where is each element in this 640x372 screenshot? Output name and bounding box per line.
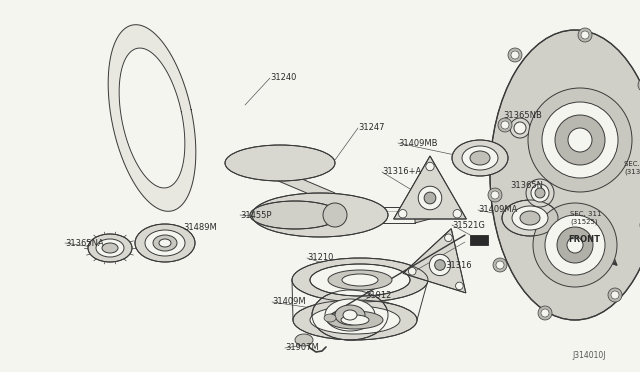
Ellipse shape (327, 311, 383, 329)
Ellipse shape (502, 200, 558, 236)
Ellipse shape (429, 254, 451, 276)
Ellipse shape (470, 151, 490, 165)
Ellipse shape (462, 146, 498, 170)
Polygon shape (108, 25, 196, 211)
Ellipse shape (528, 88, 632, 192)
Ellipse shape (490, 30, 640, 320)
Ellipse shape (512, 206, 548, 230)
Bar (470, 235, 488, 245)
Ellipse shape (102, 243, 118, 253)
Text: 31455P: 31455P (240, 211, 271, 219)
Ellipse shape (453, 209, 461, 218)
Text: 31316: 31316 (445, 260, 472, 269)
Ellipse shape (581, 31, 589, 39)
Text: 31240: 31240 (270, 74, 296, 83)
Ellipse shape (328, 270, 392, 290)
Ellipse shape (424, 192, 436, 204)
Text: J314010J: J314010J (572, 352, 605, 360)
Ellipse shape (325, 299, 375, 331)
Ellipse shape (426, 162, 434, 171)
Ellipse shape (435, 260, 445, 270)
Text: FRONT: FRONT (568, 235, 600, 244)
Ellipse shape (343, 310, 357, 320)
Text: 31521G: 31521G (452, 221, 485, 230)
Ellipse shape (312, 290, 388, 340)
Polygon shape (394, 156, 467, 219)
Ellipse shape (295, 334, 313, 346)
Ellipse shape (250, 201, 340, 229)
Ellipse shape (252, 193, 388, 237)
Text: 31365NB: 31365NB (503, 110, 542, 119)
Ellipse shape (638, 78, 640, 92)
Ellipse shape (578, 28, 592, 42)
Ellipse shape (96, 239, 124, 257)
Ellipse shape (341, 315, 369, 325)
Ellipse shape (488, 188, 502, 202)
Ellipse shape (399, 209, 407, 218)
Polygon shape (255, 203, 335, 227)
Ellipse shape (531, 184, 549, 202)
Ellipse shape (510, 118, 530, 138)
Ellipse shape (498, 118, 512, 132)
Ellipse shape (567, 237, 583, 253)
Ellipse shape (496, 261, 504, 269)
Ellipse shape (538, 306, 552, 320)
Ellipse shape (511, 51, 519, 59)
Ellipse shape (526, 179, 554, 207)
Ellipse shape (542, 102, 618, 178)
Ellipse shape (324, 314, 336, 322)
Ellipse shape (555, 115, 605, 165)
Ellipse shape (491, 191, 499, 199)
Text: 31409MB: 31409MB (398, 138, 438, 148)
Text: 31912: 31912 (365, 291, 392, 299)
Ellipse shape (145, 230, 185, 256)
Polygon shape (415, 207, 430, 223)
Ellipse shape (611, 291, 619, 299)
Ellipse shape (452, 140, 508, 176)
Text: 31409M: 31409M (272, 298, 306, 307)
Text: 31365NA: 31365NA (65, 238, 104, 247)
Ellipse shape (159, 239, 171, 247)
Ellipse shape (335, 305, 365, 325)
Text: SEC. 311
(31525): SEC. 311 (31525) (570, 211, 602, 225)
Ellipse shape (456, 282, 463, 290)
Ellipse shape (568, 128, 592, 152)
Ellipse shape (541, 309, 549, 317)
Ellipse shape (153, 235, 177, 251)
Text: 31316+A: 31316+A (382, 167, 421, 176)
Ellipse shape (292, 258, 428, 302)
Ellipse shape (508, 48, 522, 62)
Ellipse shape (310, 264, 410, 296)
Polygon shape (250, 157, 335, 205)
Ellipse shape (419, 186, 442, 210)
Text: 31210: 31210 (307, 253, 333, 263)
Ellipse shape (514, 122, 526, 134)
Ellipse shape (445, 234, 452, 241)
Ellipse shape (135, 224, 195, 262)
Ellipse shape (225, 145, 335, 181)
Text: 31247: 31247 (358, 124, 385, 132)
Ellipse shape (501, 121, 509, 129)
Polygon shape (403, 229, 466, 293)
Ellipse shape (408, 267, 416, 275)
Ellipse shape (293, 300, 417, 340)
Ellipse shape (608, 288, 622, 302)
Ellipse shape (520, 211, 540, 225)
Text: 31907M: 31907M (285, 343, 319, 353)
Ellipse shape (323, 203, 347, 227)
Ellipse shape (342, 274, 378, 286)
Ellipse shape (310, 306, 400, 334)
Ellipse shape (535, 188, 545, 198)
Text: 31409MA: 31409MA (478, 205, 517, 215)
Ellipse shape (545, 215, 605, 275)
Ellipse shape (557, 227, 593, 263)
Ellipse shape (88, 234, 132, 262)
Ellipse shape (533, 203, 617, 287)
Text: SEC. 311
(31391): SEC. 311 (31391) (624, 161, 640, 175)
Polygon shape (119, 48, 185, 188)
Ellipse shape (493, 258, 507, 272)
Text: 31365N: 31365N (510, 180, 543, 189)
Text: 31489M: 31489M (183, 224, 217, 232)
